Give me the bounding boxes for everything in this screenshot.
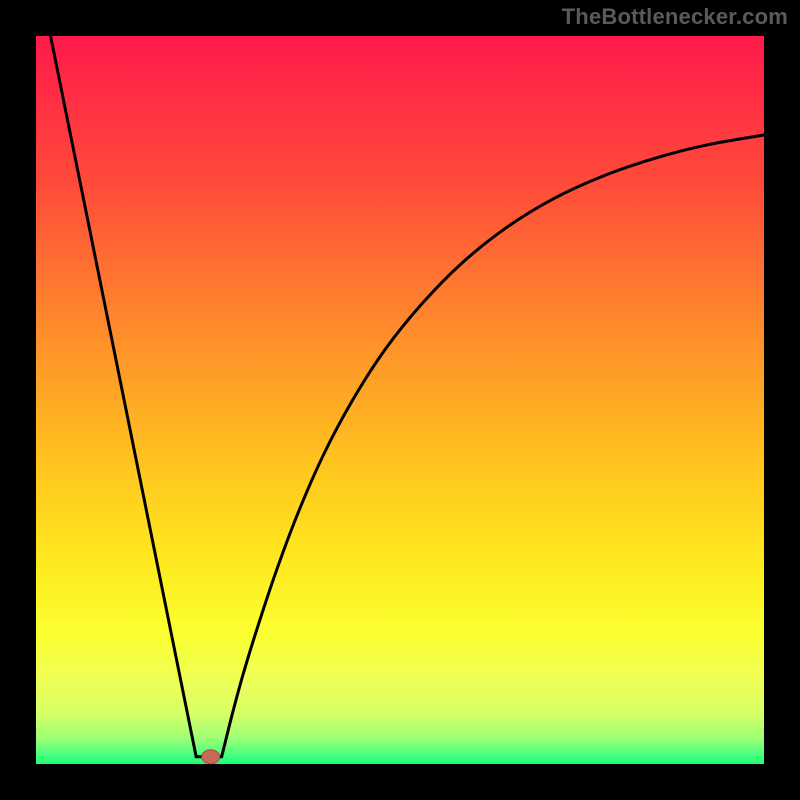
- chart-stage: TheBottlenecker.com: [0, 0, 800, 800]
- chart-svg: [0, 0, 800, 800]
- plot-area: [36, 36, 764, 764]
- watermark-text: TheBottlenecker.com: [562, 4, 788, 30]
- bottleneck-marker: [202, 750, 220, 764]
